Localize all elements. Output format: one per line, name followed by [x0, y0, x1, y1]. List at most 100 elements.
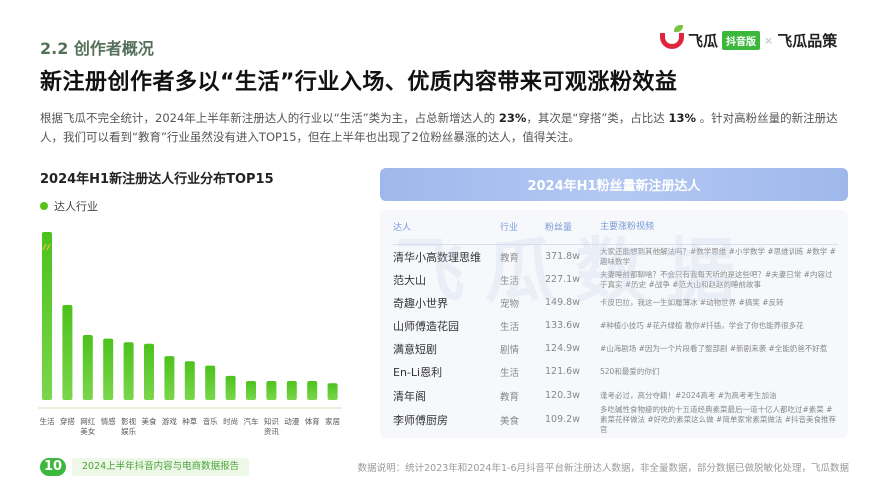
category-label: 穿搭	[60, 416, 75, 426]
intro-text: ，其次是“穿搭”类，占比达	[526, 111, 669, 125]
category-label: 情感	[101, 416, 116, 426]
legend-label: 达人行业	[54, 200, 98, 213]
category-label: 影视娱乐	[121, 416, 136, 436]
top-video: 主要涨粉视频	[600, 221, 655, 232]
table-row: 满意短剧 剧情 124.9w #山海剧场 #因为一个片段看了整部剧 #新剧来袭 #全能…	[393, 339, 838, 359]
industry: 生活	[500, 367, 520, 379]
bar-知识资讯	[266, 381, 277, 400]
bar-穿搭	[62, 305, 73, 400]
bar-动漫	[286, 381, 297, 400]
creator-name: 山师傅造花园	[393, 319, 459, 333]
bar-情感	[103, 338, 114, 400]
category-label: 游戏	[162, 416, 177, 426]
brand-logo: 飞瓜 抖音版 × 飞瓜品策	[660, 24, 838, 51]
top-video: #山海剧场 #因为一个片段看了整部剧 #新剧来袭 #全能奶爸不好惹	[600, 343, 828, 353]
top-video: 夫妻睡前都聊啥？不会只有我每天听的是这些吧？#夫妻日常 #内容过于真实 #历史 …	[600, 269, 833, 289]
industry: 宠物	[500, 298, 520, 310]
followers: 粉丝量	[545, 223, 573, 233]
table-header: 达人 行业 粉丝量 主要涨粉视频	[393, 217, 838, 237]
bar-影视娱乐	[123, 342, 134, 400]
top-video: 大家还能想到其他解法吗？#数学思维 #小学数学 #思维训练 #数学 #趣味数学	[600, 246, 836, 266]
partner-name: 飞瓜品策	[777, 32, 838, 50]
followers: 149.8w	[545, 297, 580, 308]
brand-separator: ×	[764, 34, 774, 47]
intro-value-life: 23%	[498, 111, 527, 125]
industry: 美食	[500, 415, 520, 427]
chart-title: 2024年H1新注册达人行业分布TOP15	[40, 172, 274, 187]
brand-tag: 抖音版	[722, 31, 761, 50]
creator-name: En-Li恩利	[393, 365, 443, 379]
top-video: 逢考必过，高分夺籍！#2024高考 #为高考考生加油	[600, 390, 777, 400]
category-label: 体育	[305, 416, 320, 426]
industry: 行业	[500, 223, 519, 233]
followers: 120.3w	[545, 390, 580, 401]
creator-name: 达人	[393, 223, 412, 233]
feigua-logo-icon	[660, 24, 684, 49]
data-note: 数据说明：统计2023年和2024年1-6月抖音平台新注册达人数据，非全量数据，…	[357, 463, 849, 474]
bar-生活	[42, 232, 52, 400]
top-video: #种植小技巧 #花卉绿植 教你#扦插，学会了你也能养很多花	[600, 320, 804, 330]
industry: 教育	[500, 391, 520, 403]
intro-value-outfit: 13%	[668, 111, 696, 125]
bar-美食	[144, 343, 154, 400]
top-creators-table: 达人 行业 粉丝量 主要涨粉视频 清华小高数理思维 教育 371.8w 大家还能想到其他解法吗…	[380, 210, 848, 438]
bar-种草	[184, 361, 195, 400]
followers: 133.6w	[545, 320, 580, 331]
category-label: 音乐	[203, 416, 218, 426]
brand-name: 飞瓜	[688, 32, 719, 50]
category-label: 汽车	[244, 416, 259, 426]
axis-break-icon	[42, 243, 51, 251]
industry: 生活	[500, 275, 520, 287]
creator-name: 满意短剧	[393, 342, 437, 356]
creator-name: 范大山	[393, 273, 426, 287]
creator-name: 奇趣小世界	[393, 296, 448, 310]
followers: 124.9w	[545, 343, 580, 354]
top-video: 卡皮巴拉，我这一生如履薄冰 #动物世界 #搞笑 #反转	[600, 297, 784, 307]
table-row: 范大山 生活 227.1w 夫妻睡前都聊啥？不会只有我每天听的是这些吧？#夫妻日常 #…	[393, 270, 838, 290]
page-title: 新注册创作者多以“生活”行业入场、优质内容带来可观涨粉效益	[40, 70, 678, 95]
bar-汽车	[246, 381, 256, 400]
table-row: 山师傅造花园 生活 133.6w #种植小技巧 #花卉绿植 教你#扦插，学会了你也能养…	[393, 316, 838, 336]
table-row: 清年阁 教育 120.3w 逢考必过，高分夺籍！#2024高考 #为高考考生加油	[393, 386, 838, 406]
section-heading: 2.2 创作者概况	[40, 39, 154, 58]
category-label: 种草	[182, 416, 197, 426]
industry: 教育	[500, 252, 520, 264]
top-video: 多吃碱性食物瘦的快的十五道经典素菜最后一道十亿人都吃过#素菜 #素菜花样做法 #…	[600, 404, 837, 434]
table-row: 李师傅厨房 美食 109.2w 多吃碱性食物瘦的快的十五道经典素菜最后一道十亿人都吃过…	[393, 405, 838, 434]
category-label: 网红美女	[80, 416, 95, 436]
category-label: 家居	[325, 416, 340, 426]
intro-paragraph: 根据飞瓜不完全统计，2024年上半年新注册达人的行业以“生活”类为主，占总新增达…	[40, 109, 855, 147]
creator-name: 李师傅厨房	[393, 413, 448, 427]
industry: 生活	[500, 321, 520, 333]
followers: 121.6w	[545, 366, 580, 377]
category-label: 知识资讯	[264, 416, 279, 436]
intro-text: 。针对高粉丝量的新注册达人，我们可以看到“教育”行业虽然没有进入TOP15，但在…	[40, 111, 838, 144]
bar-家居	[327, 383, 338, 400]
panel-title: 2024年H1粉丝量新注册达人	[380, 168, 848, 201]
header-divider	[393, 244, 838, 245]
category-label: 美食	[142, 416, 157, 426]
followers: 371.8w	[545, 251, 580, 262]
creator-name: 清华小高数理思维	[393, 250, 481, 264]
industry: 剧情	[500, 344, 520, 356]
page-number: 10	[40, 458, 66, 476]
watermark: 飞瓜数据	[395, 230, 755, 312]
creator-name: 清年阁	[393, 389, 426, 403]
bar-音乐	[205, 365, 216, 400]
intro-text: 根据飞瓜不完全统计，2024年上半年新注册达人的行业以“生活”类为主，占总新增达…	[40, 111, 499, 125]
bar-体育	[307, 381, 318, 400]
followers: 109.2w	[545, 414, 580, 425]
category-label: 动漫	[284, 416, 299, 426]
top-video: 520和最爱的你们	[600, 366, 660, 376]
table-row: 奇趣小世界 宠物 149.8w 卡皮巴拉，我这一生如履薄冰 #动物世界 #搞笑 #反转	[393, 293, 838, 313]
category-label: 生活	[40, 416, 55, 426]
bar-网红美女	[82, 334, 93, 400]
bar-游戏	[164, 356, 175, 400]
report-name: 2024上半年抖音内容与电商数据报告	[72, 458, 250, 476]
followers: 227.1w	[545, 274, 580, 285]
bar-时尚	[225, 375, 236, 400]
table-row: En-Li恩利 生活 121.6w 520和最爱的你们	[393, 362, 838, 382]
chart-legend: 达人行业	[40, 198, 98, 214]
table-row: 清华小高数理思维 教育 371.8w 大家还能想到其他解法吗？#数学思维 #小学数学 …	[393, 247, 838, 267]
